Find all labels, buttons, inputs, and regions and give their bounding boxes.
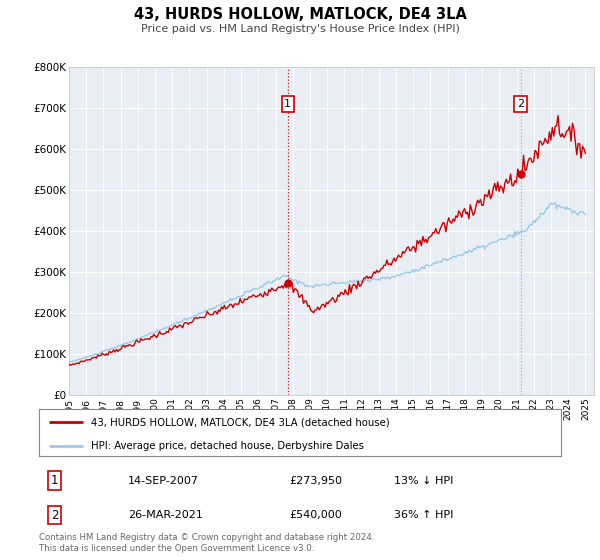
Text: HPI: Average price, detached house, Derbyshire Dales: HPI: Average price, detached house, Derb… — [91, 441, 364, 451]
Point — [283, 278, 293, 287]
Text: £540,000: £540,000 — [290, 510, 343, 520]
Text: 13% ↓ HPI: 13% ↓ HPI — [394, 476, 454, 486]
Text: 43, HURDS HOLLOW, MATLOCK, DE4 3LA: 43, HURDS HOLLOW, MATLOCK, DE4 3LA — [134, 7, 466, 22]
Point — [516, 169, 526, 178]
Text: 14-SEP-2007: 14-SEP-2007 — [128, 476, 199, 486]
Text: 1: 1 — [284, 99, 291, 109]
Text: 26-MAR-2021: 26-MAR-2021 — [128, 510, 203, 520]
Text: Price paid vs. HM Land Registry's House Price Index (HPI): Price paid vs. HM Land Registry's House … — [140, 24, 460, 34]
Text: 2: 2 — [517, 99, 524, 109]
Text: 1: 1 — [51, 474, 58, 487]
Text: 2: 2 — [51, 508, 58, 521]
Text: Contains HM Land Registry data © Crown copyright and database right 2024.
This d: Contains HM Land Registry data © Crown c… — [39, 533, 374, 553]
Text: £273,950: £273,950 — [290, 476, 343, 486]
Text: 36% ↑ HPI: 36% ↑ HPI — [394, 510, 454, 520]
Text: 43, HURDS HOLLOW, MATLOCK, DE4 3LA (detached house): 43, HURDS HOLLOW, MATLOCK, DE4 3LA (deta… — [91, 417, 390, 427]
